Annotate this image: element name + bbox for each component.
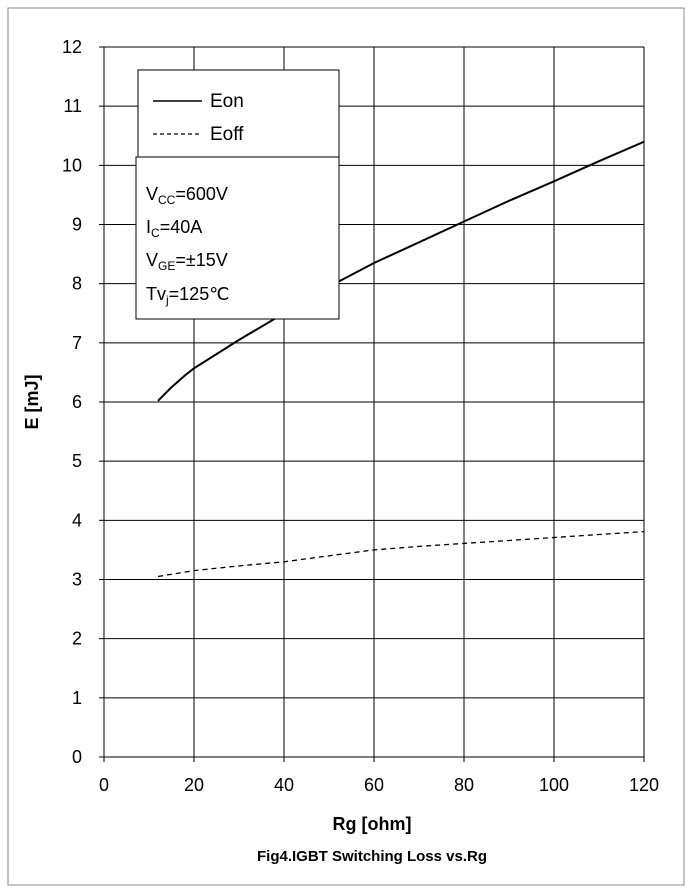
y-tick-label: 1 [72,688,82,708]
y-tick-label: 0 [72,747,82,767]
grid [103,46,645,758]
conditions-box: VCC=600V IC=40A VGE=±15V Tvj=125℃ [135,156,340,320]
condition-tvj: Tvj=125℃ [146,284,229,307]
y-tick-label: 3 [72,570,82,590]
x-tick-label: 80 [454,775,474,795]
series-line-eoff [157,530,645,578]
y-axis-label: E [mJ] [22,374,42,429]
y-tick-label: 4 [72,510,82,530]
y-tick-label: 7 [72,333,82,353]
x-tick-label: 100 [539,775,569,795]
y-tick-label: 2 [72,629,82,649]
x-tick-label: 60 [364,775,384,795]
x-tick-label: 40 [274,775,294,795]
condition-vge: VGE=±15V [146,250,228,273]
conditions-frame [135,156,340,320]
figure-caption: Fig4.IGBT Switching Loss vs.Rg [257,848,487,865]
legend-box [137,69,340,158]
legend: Eon Eoff [137,69,340,158]
figure-frame [7,7,685,886]
condition-ic: IC=40A [146,217,202,240]
y-tick-label: 12 [62,37,82,57]
x-axis-label: Rg [ohm] [333,814,412,834]
condition-vcc: VCC=600V [146,184,228,207]
legend-eoff-label: Eoff [210,124,244,145]
y-tick-label: 11 [63,96,82,116]
x-tick-label: 120 [629,775,659,795]
x-tick-label: 0 [99,775,109,795]
axes [99,46,645,762]
y-tick-label: 10 [62,155,82,175]
series-layer [157,140,645,578]
y-tick-label: 5 [72,451,82,471]
series-line-eon [157,140,645,402]
y-tick-label: 9 [72,215,82,235]
y-tick-label: 6 [72,392,82,412]
y-tick-label: 8 [72,274,82,294]
x-tick-label: 20 [184,775,204,795]
legend-eon-label: Eon [210,91,244,112]
